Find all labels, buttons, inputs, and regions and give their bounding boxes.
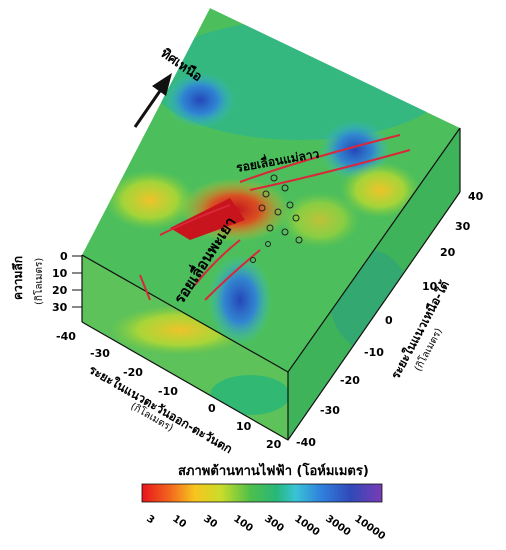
colorbar-tick: 3: [144, 513, 156, 526]
ns-tick: -20: [340, 374, 360, 387]
ns-tick: -40: [296, 436, 316, 449]
colorbar: [141, 483, 383, 503]
ns-tick: 10: [422, 280, 438, 293]
colorbar-tick: 10000: [352, 513, 387, 542]
colorbar-tick: 1000: [292, 513, 321, 538]
ew-tick: 0: [208, 402, 216, 415]
colorbar-ticks: 3 10 30 100 300 1000 3000 10000: [144, 513, 387, 542]
ns-ticks: 40 30 20 10 0 -10 -20 -30 -40: [296, 190, 484, 449]
ns-tick: -30: [320, 404, 340, 417]
ns-tick: 30: [455, 220, 471, 233]
colorbar-tick: 30: [201, 513, 219, 530]
ew-ticks: -40 -30 -20 -10 0 10 20: [56, 330, 282, 451]
ew-tick: -40: [56, 330, 76, 343]
ew-tick: 10: [236, 420, 252, 433]
block-outline: [81, 127, 461, 441]
colorbar-tick: 3000: [323, 513, 352, 538]
ew-tick: -10: [158, 385, 178, 398]
colorbar-tick: 100: [231, 513, 254, 534]
ew-tick: -20: [123, 366, 143, 379]
epicenter-markers: [250, 174, 303, 263]
depth-tick: 0: [60, 250, 68, 263]
fault-traces: [139, 134, 411, 301]
ns-tick: 0: [385, 314, 393, 327]
depth-axis-unit: (กิโลเมตร): [32, 258, 45, 305]
ns-tick: 20: [440, 246, 456, 259]
depth-tick: 30: [52, 301, 68, 314]
ew-tick: -30: [90, 347, 110, 360]
ns-tick: 40: [468, 190, 484, 203]
depth-axis-label: ความลึก: [11, 256, 25, 300]
colorbar-tick: 300: [262, 513, 285, 534]
north-arrow: [133, 73, 172, 128]
depth-tick: 20: [52, 284, 68, 297]
colorbar-tick: 10: [170, 513, 188, 530]
colorbar-title: สภาพต้านทานไฟฟ้า (โอห์มเมตร): [178, 462, 369, 479]
ns-tick: -10: [364, 346, 384, 359]
depth-tick: 10: [52, 267, 68, 280]
depth-ticks: 0 10 20 30: [52, 250, 82, 314]
ew-tick: 20: [266, 438, 282, 451]
